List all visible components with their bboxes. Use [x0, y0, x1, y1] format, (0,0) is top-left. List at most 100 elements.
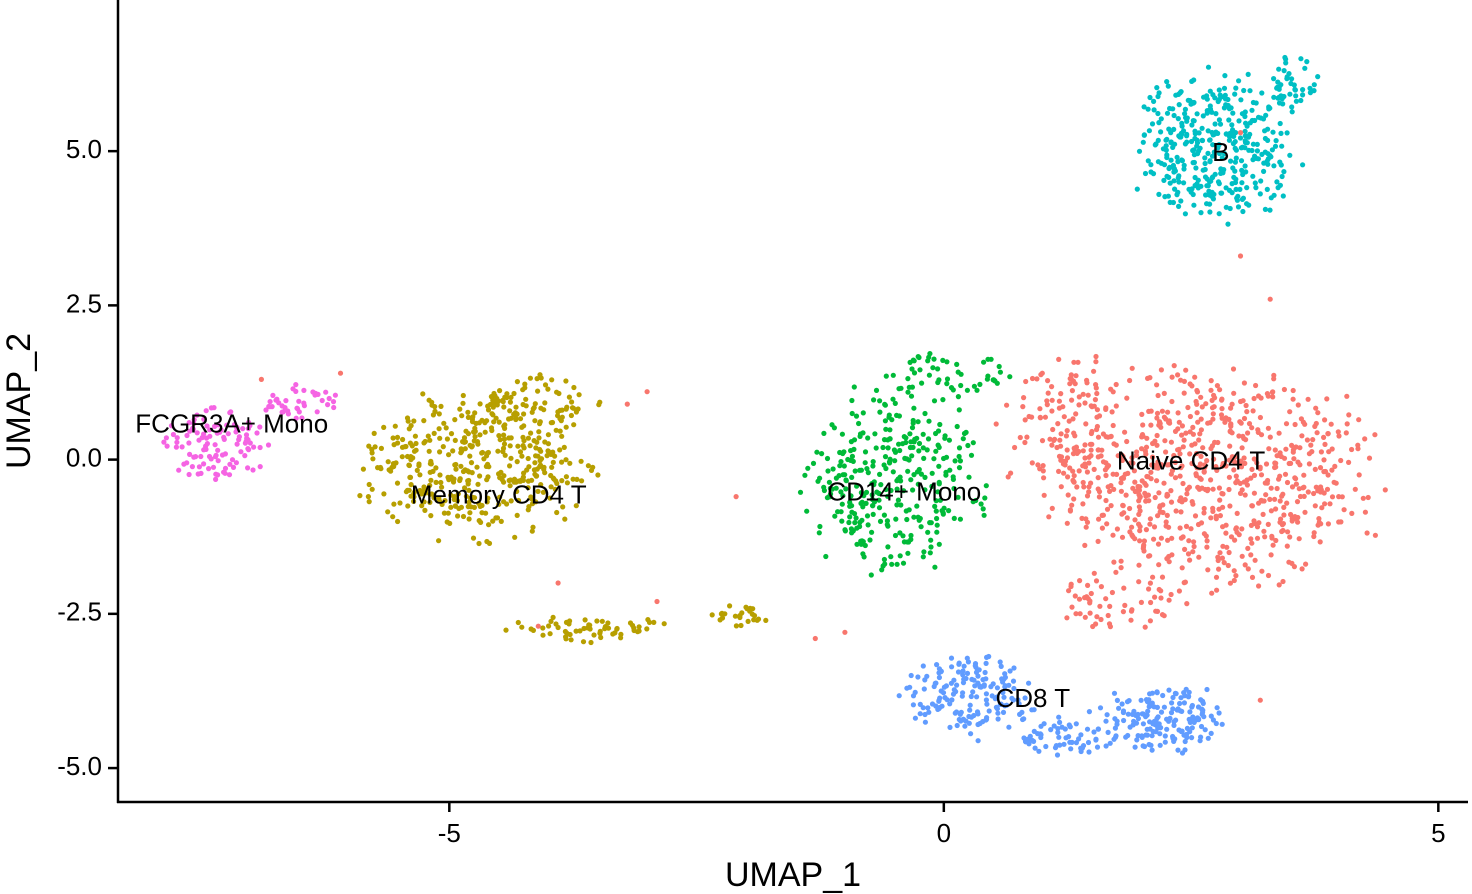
point-naive-cd4-t [1290, 387, 1296, 394]
point-naive-cd4-t [1265, 477, 1271, 484]
y-axis-title: UMAP_2 [0, 333, 38, 469]
point-memory-cd4-t [542, 382, 549, 388]
point-cd8-t [1114, 697, 1120, 704]
point-memory-cd4-t [535, 488, 541, 494]
point-cd8-t [1155, 714, 1161, 720]
point-cd14-mono [926, 354, 932, 360]
point-cd14-mono [933, 448, 939, 454]
point-memory-cd4-t [472, 410, 478, 416]
point-naive-cd4-t [1349, 510, 1355, 516]
point-naive-cd4-t [1215, 439, 1221, 446]
point-memory-cd4-t [540, 489, 547, 495]
point-naive-cd4-t [1237, 253, 1244, 259]
point-naive-cd4-t [1119, 452, 1125, 458]
point-cd14-mono [933, 430, 939, 437]
point-naive-cd4-t [1222, 419, 1228, 425]
point-naive-cd4-t [1297, 493, 1304, 500]
point-cd14-mono [914, 469, 921, 475]
point-memory-cd4-t [523, 396, 529, 402]
point-cd8-t [954, 722, 960, 729]
point-cd8-t [1119, 701, 1125, 707]
point-cd14-mono [890, 372, 896, 378]
point-cd14-mono [929, 483, 935, 489]
point-cd14-mono [869, 496, 876, 502]
point-memory-cd4-t [514, 379, 521, 385]
point-fcgr3a-mono [242, 453, 248, 459]
point-cd8-t [1135, 733, 1141, 739]
point-cd14-mono [877, 518, 884, 525]
point-memory-cd4-t [428, 477, 434, 483]
point-b [1149, 121, 1156, 127]
point-fcgr3a-mono [163, 435, 169, 441]
point-memory-cd4-t [404, 487, 411, 493]
point-b [1164, 110, 1171, 116]
point-naive-cd4-t [1154, 415, 1160, 421]
point-b [1261, 168, 1267, 174]
point-b [1247, 131, 1253, 137]
point-cd14-mono [920, 554, 926, 560]
point-b [1228, 158, 1234, 164]
point-fcgr3a-mono [184, 460, 190, 466]
point-naive-cd4-t [1051, 437, 1057, 443]
point-memory-cd4-t [533, 473, 539, 479]
point-b [1175, 189, 1181, 195]
point-naive-cd4-t [1087, 598, 1093, 604]
point-cd8-t [949, 664, 955, 670]
point-naive-cd4-t [1082, 455, 1088, 461]
point-cd8-t [949, 697, 955, 703]
point-memory-cd4-t [478, 519, 484, 526]
point-naive-cd4-t [1181, 437, 1187, 443]
point-memory-cd4-t [411, 498, 417, 504]
point-memory-cd4-t [436, 538, 442, 544]
point-cd8-t [1144, 699, 1151, 705]
point-naive-cd4-t [1159, 612, 1166, 618]
point-cd8-t [917, 711, 923, 717]
point-cd8-t [1006, 682, 1012, 688]
point-memory-cd4-t [421, 499, 427, 505]
point-naive-cd4-t [1265, 521, 1271, 528]
point-cd8-t [1175, 747, 1181, 753]
point-memory-cd4-t [557, 416, 563, 422]
point-naive-cd4-t [1026, 413, 1032, 420]
point-naive-cd4-t [1137, 528, 1143, 534]
point-memory-cd4-t [743, 604, 749, 610]
point-naive-cd4-t [1297, 445, 1303, 451]
point-b [1190, 147, 1196, 154]
point-cd8-t [1167, 715, 1173, 722]
point-fcgr3a-mono [204, 423, 210, 429]
point-naive-cd4-t [1137, 524, 1143, 530]
point-naive-cd4-t [1088, 453, 1094, 459]
point-naive-cd4-t [1076, 468, 1082, 474]
point-memory-cd4-t [504, 391, 510, 397]
point-naive-cd4-t [1205, 486, 1211, 492]
point-cd14-mono [854, 541, 860, 547]
point-naive-cd4-t [1156, 490, 1162, 496]
point-memory-cd4-t [430, 412, 436, 418]
point-b [1171, 178, 1177, 184]
point-cd14-mono [876, 497, 882, 503]
point-memory-cd4-t [555, 409, 561, 415]
point-cd14-mono [892, 449, 899, 455]
point-naive-cd4-t [1312, 503, 1318, 509]
point-cd14-mono [908, 532, 914, 539]
point-cd8-t [908, 672, 914, 679]
point-naive-cd4-t [1151, 524, 1158, 530]
point-cd8-t [1120, 709, 1126, 716]
point-memory-cd4-t [563, 424, 569, 430]
point-naive-cd4-t [1251, 490, 1257, 496]
point-memory-cd4-t [391, 463, 397, 470]
point-cd8-t [1055, 729, 1061, 736]
point-fcgr3a-mono [245, 465, 251, 471]
point-memory-cd4-t [548, 484, 554, 490]
point-b [1233, 186, 1239, 192]
point-cd14-mono [882, 454, 889, 460]
point-cd14-mono [869, 492, 875, 498]
point-naive-cd4-t [1094, 614, 1100, 620]
point-memory-cd4-t [486, 522, 492, 528]
point-cd14-mono [956, 465, 963, 471]
point-fcgr3a-mono [222, 465, 229, 471]
point-naive-cd4-t [1121, 585, 1127, 591]
point-naive-cd4-t [1202, 464, 1208, 470]
point-naive-cd4-t [1119, 457, 1125, 463]
point-cd8-t [1164, 726, 1170, 732]
